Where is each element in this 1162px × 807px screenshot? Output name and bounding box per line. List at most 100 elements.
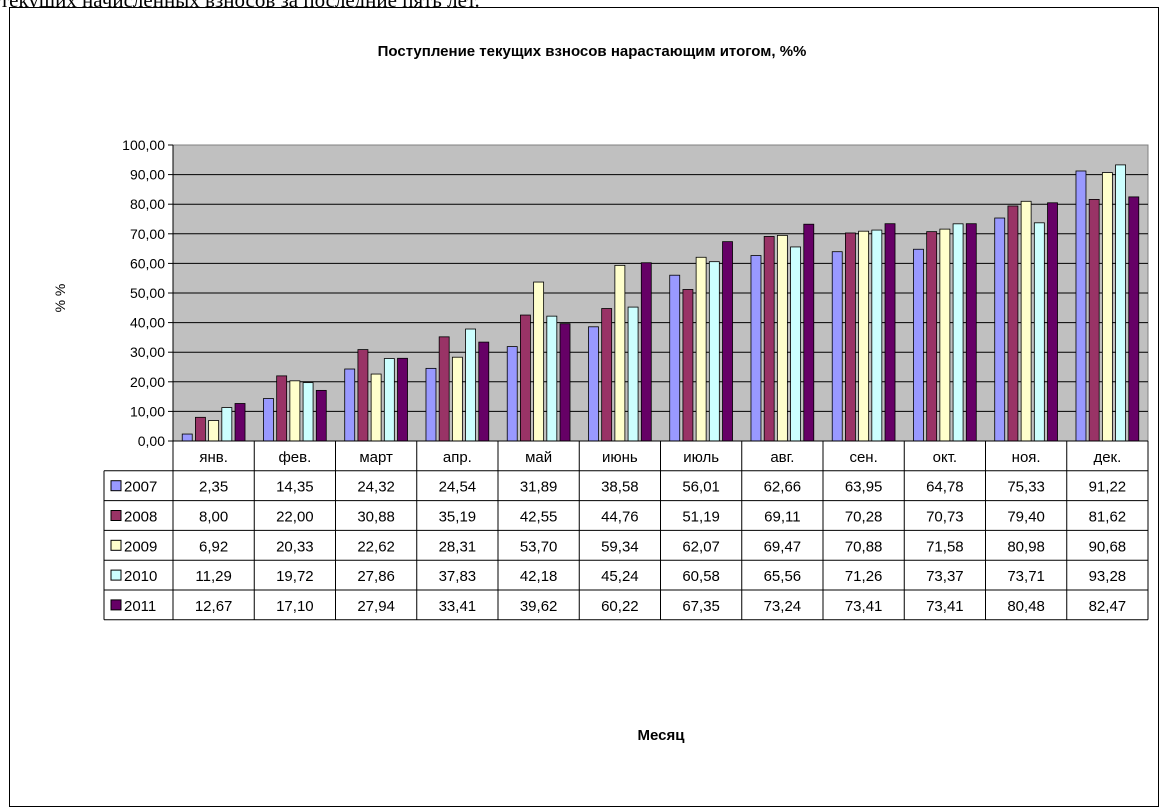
- data-table-cell: 73,71: [1007, 568, 1045, 585]
- bar-2007: [588, 326, 599, 442]
- data-table-cell: 81,62: [1089, 509, 1127, 526]
- x-tick-label: сен.: [849, 449, 877, 466]
- data-table-cell: 62,66: [764, 479, 802, 496]
- bar-2007: [913, 248, 924, 442]
- data-table-cell: 22,62: [357, 538, 395, 555]
- bar-2010: [627, 306, 639, 442]
- data-table-cell: 56,01: [682, 479, 720, 496]
- bar-2007: [669, 274, 681, 442]
- data-table-cell: 20,33: [276, 538, 314, 555]
- data-table-cell: 39,62: [520, 598, 558, 615]
- data-table-cell: 42,18: [520, 568, 558, 585]
- bar-2010: [1033, 222, 1045, 442]
- data-table-cell: 22,00: [276, 509, 314, 526]
- bar-2008: [763, 236, 775, 442]
- data-table-cell: 53,70: [520, 538, 558, 555]
- bar-2009: [208, 420, 220, 442]
- bar-2008: [276, 375, 288, 442]
- bar-2011: [478, 341, 490, 442]
- y-tick-label: 20,00: [130, 374, 165, 390]
- x-tick-label: дек.: [1093, 449, 1121, 466]
- y-tick-label: 50,00: [130, 285, 165, 301]
- bar-2008: [1088, 199, 1100, 442]
- data-table-cell: 64,78: [926, 479, 964, 496]
- data-table-cell: 75,33: [1007, 479, 1045, 496]
- data-table-cell: 51,19: [682, 509, 720, 526]
- data-table-cell: 2,35: [199, 479, 228, 496]
- bar-2010: [790, 246, 801, 442]
- bar-2009: [1020, 200, 1032, 442]
- y-tick-label: 10,00: [130, 403, 165, 419]
- bar-2011: [1047, 202, 1058, 442]
- x-axis-label: Месяц: [638, 727, 686, 744]
- data-table-cell: 67,35: [682, 598, 720, 615]
- bar-2011: [234, 403, 246, 442]
- y-tick-label: 90,00: [130, 167, 165, 183]
- bar-2011: [884, 223, 896, 442]
- data-table-cell: 17,10: [276, 598, 314, 615]
- x-tick-label: апр.: [443, 449, 472, 466]
- bar-2008: [601, 308, 613, 442]
- data-table-cell: 70,73: [926, 509, 964, 526]
- legend-label: 2008: [124, 509, 157, 526]
- legend-key-2008: [110, 510, 122, 521]
- data-table-cell: 69,11: [764, 509, 800, 526]
- bar-2008: [1007, 205, 1019, 442]
- bar-2009: [289, 380, 301, 442]
- data-table-cell: 27,94: [357, 598, 395, 615]
- bar-2009: [1101, 172, 1113, 442]
- bar-2010: [221, 407, 233, 442]
- data-table-cell: 44,76: [601, 509, 639, 526]
- data-table-cell: 65,56: [764, 568, 802, 585]
- y-tick-label: 60,00: [130, 255, 165, 271]
- data-table-cell: 11,29: [195, 568, 231, 585]
- bar-2009: [370, 373, 382, 442]
- data-table-cell: 27,86: [357, 568, 395, 585]
- x-tick-label: июнь: [602, 449, 638, 466]
- legend-label: 2011: [124, 598, 156, 615]
- data-table-cell: 82,47: [1089, 598, 1127, 615]
- data-table-cell: 24,54: [439, 479, 477, 496]
- data-table-cell: 71,26: [845, 568, 883, 585]
- bar-2009: [695, 256, 707, 442]
- data-table-cell: 80,98: [1007, 538, 1045, 555]
- data-table-cell: 91,22: [1089, 479, 1127, 496]
- y-tick-label: 70,00: [130, 226, 165, 242]
- data-table-cell: 14,35: [276, 479, 314, 496]
- legend-label: 2010: [124, 568, 157, 585]
- x-tick-label: янв.: [199, 449, 228, 466]
- data-table-cell: 60,22: [601, 598, 639, 615]
- data-table-cell: 80,48: [1007, 598, 1045, 615]
- y-axis-label: % %: [52, 284, 68, 313]
- x-tick-label: окт.: [933, 449, 957, 466]
- bar-2007: [831, 251, 843, 442]
- data-table-cell: 60,58: [682, 568, 720, 585]
- data-table-cell: 73,41: [845, 598, 883, 615]
- bar-2009: [533, 281, 545, 442]
- bar-2010: [383, 358, 395, 442]
- data-table-cell: 79,40: [1007, 509, 1045, 526]
- bar-2007: [344, 368, 356, 442]
- bar-2010: [1115, 164, 1126, 442]
- x-tick-label: май: [525, 449, 552, 466]
- bar-2010: [708, 261, 720, 442]
- bar-2008: [926, 231, 938, 442]
- data-table-cell: 45,24: [601, 568, 639, 585]
- bar-2009: [939, 228, 951, 442]
- data-table-cell: 6,92: [199, 538, 228, 555]
- legend-key-2009: [110, 539, 122, 551]
- data-table-cell: 28,31: [439, 538, 477, 555]
- data-table-cell: 71,58: [926, 538, 964, 555]
- bar-2009: [614, 264, 626, 442]
- bar-2011: [803, 223, 815, 442]
- bar-2011: [397, 357, 408, 442]
- legend-key-2010: [110, 569, 122, 581]
- y-tick-label: 80,00: [130, 196, 165, 212]
- bar-2010: [871, 229, 883, 442]
- data-table-cell: 73,37: [926, 568, 964, 585]
- y-tick-label: 0,00: [138, 433, 165, 449]
- x-tick-label: июль: [683, 449, 719, 466]
- data-table-cell: 73,24: [764, 598, 802, 615]
- x-tick-label: фев.: [278, 449, 311, 466]
